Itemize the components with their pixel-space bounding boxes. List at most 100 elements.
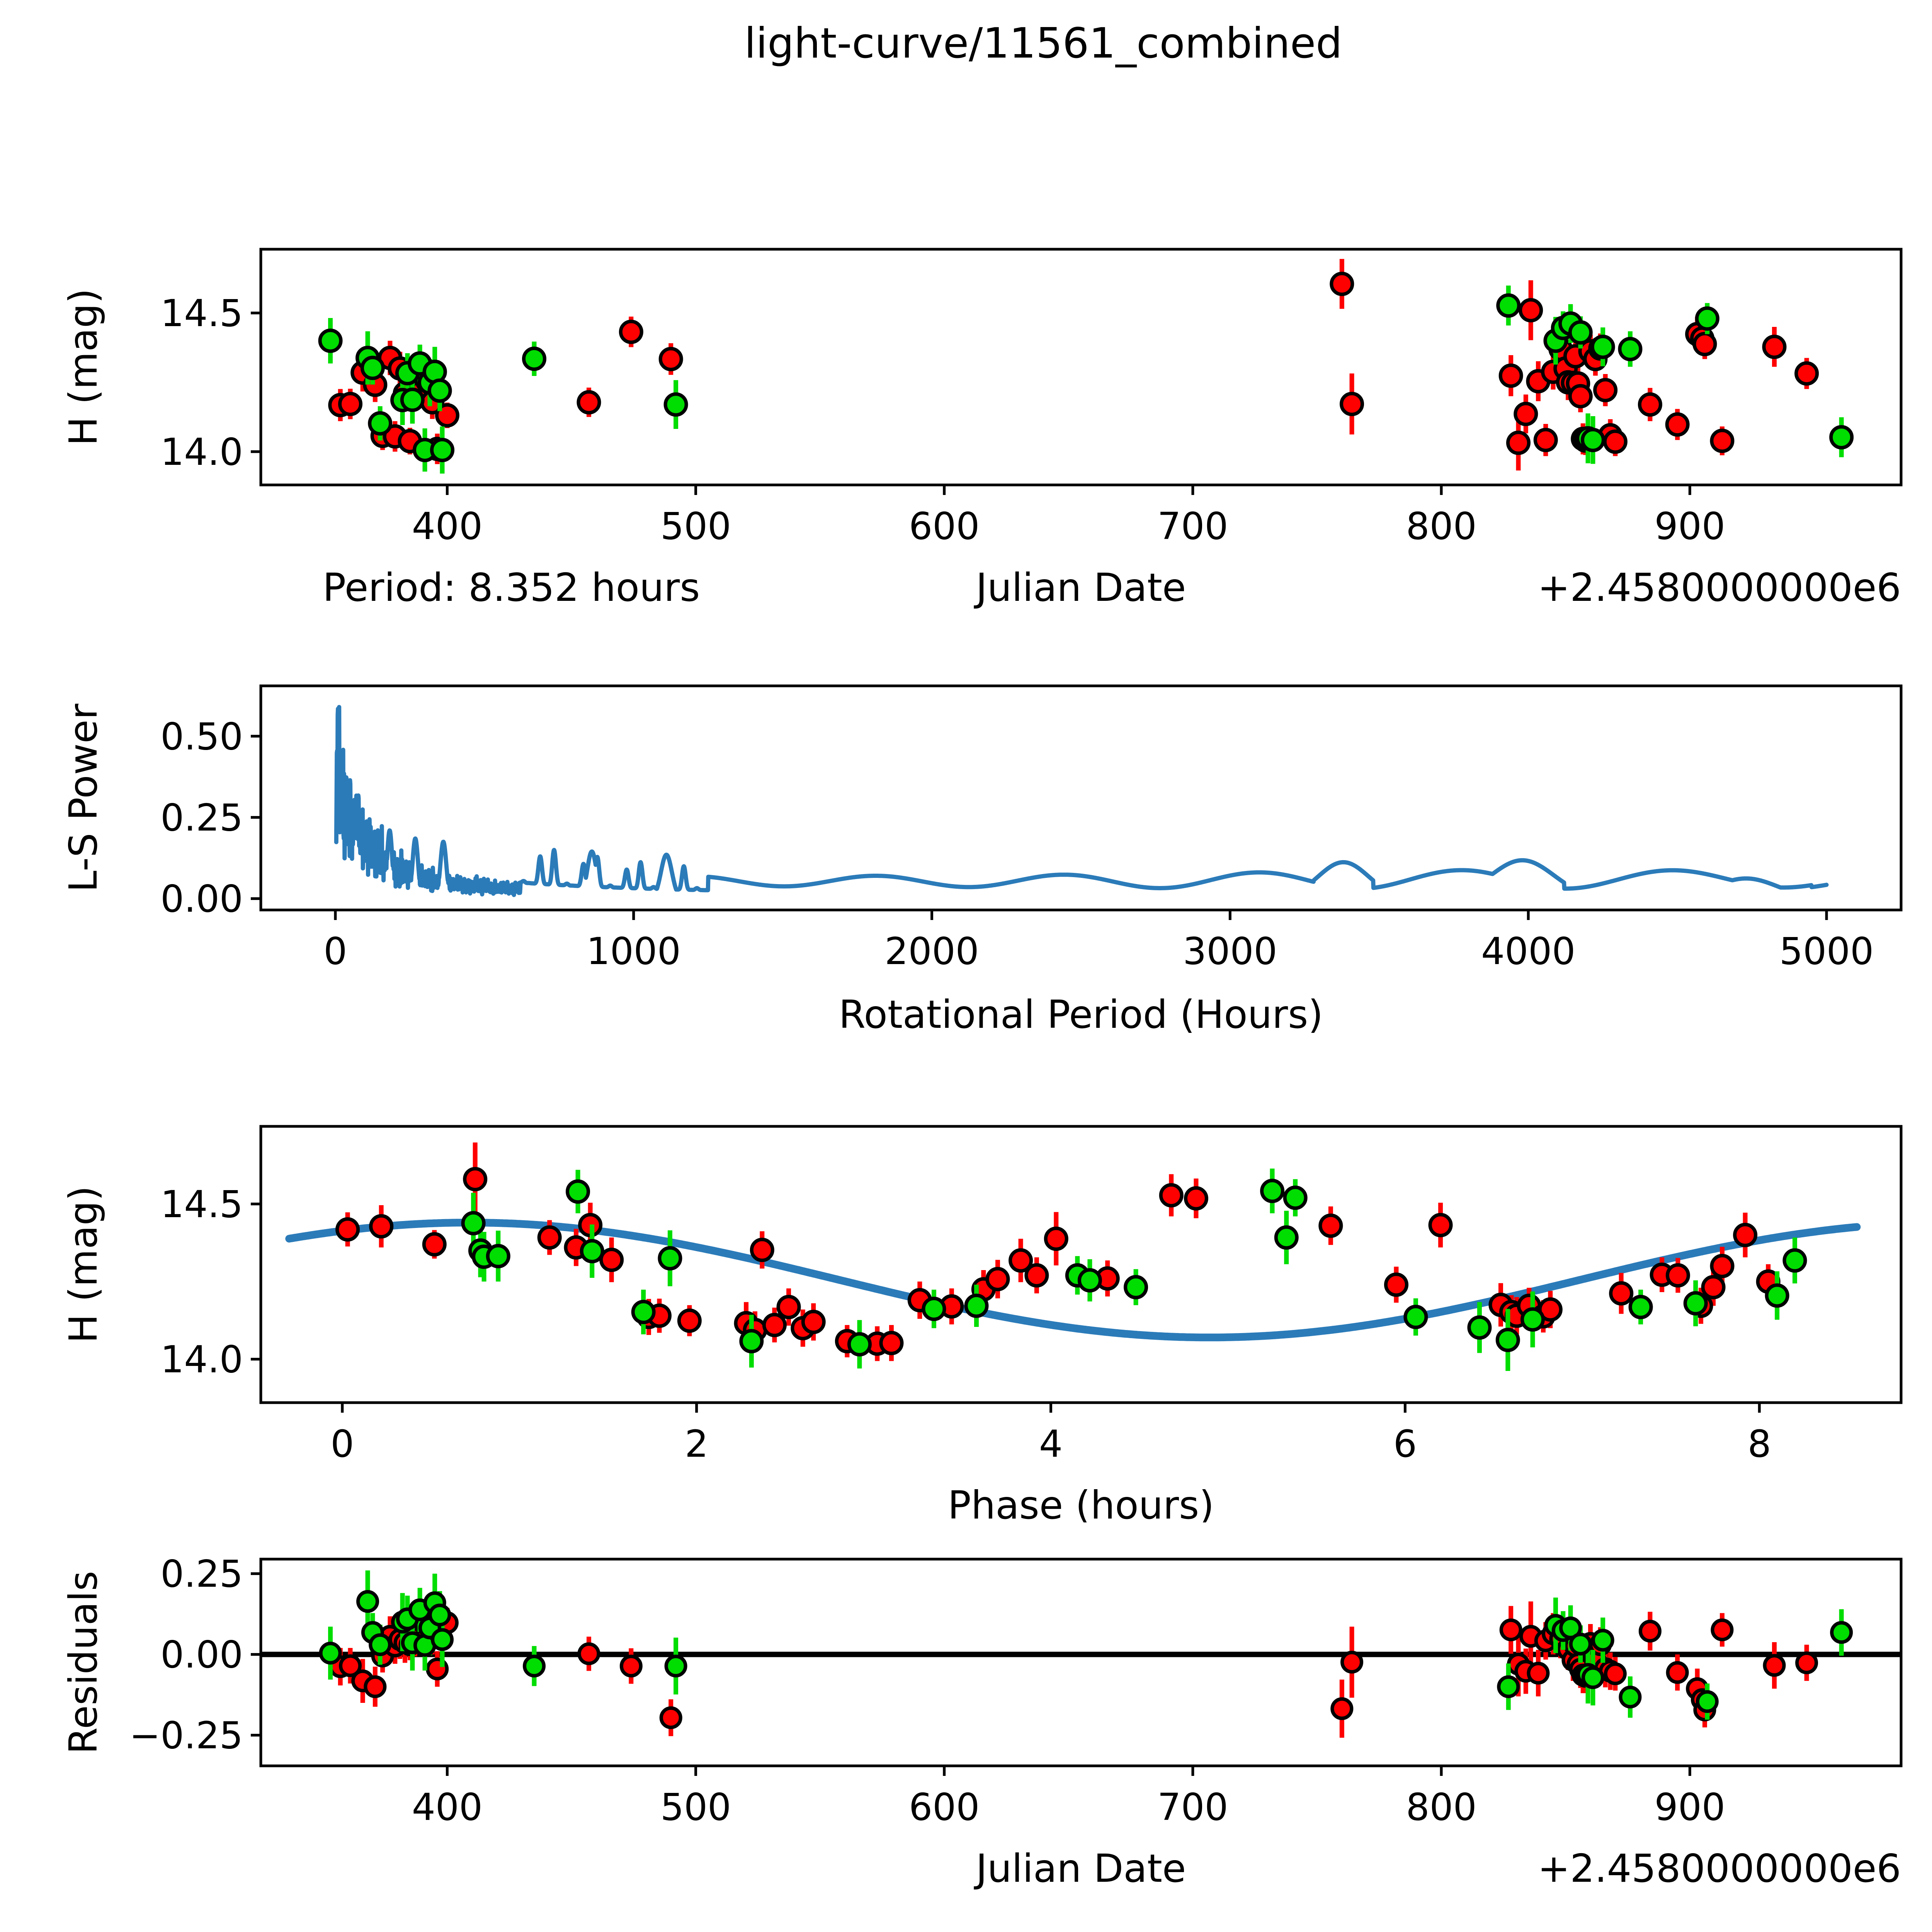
data-point [523,1655,546,1678]
plot-area: 0 1000 2000 3000 4000 5000 0.00 0.25 0.50 L-S Pow… [61,684,1903,1037]
data-point [1330,1697,1354,1720]
data-point [1701,1275,1726,1299]
data-point [1695,306,1719,331]
data-point [1593,378,1618,403]
x-tick-label: 900 [1655,1786,1725,1829]
x-tick-label: 2 [685,1422,708,1466]
data-point [580,1239,604,1264]
data-point [1497,1675,1520,1698]
data-point [1467,1315,1492,1340]
periodogram-svg: 0 1000 2000 3000 4000 5000 0.00 0.25 0.50 L-S Pow… [61,684,1903,1037]
data-point [847,1332,872,1357]
period-annotation: Period: 8.352 hours [323,565,700,610]
data-point [659,1706,682,1729]
series-green [461,1168,1807,1371]
y-tick-label: 0.50 [160,715,243,758]
panel-residuals: 400 500 600 700 800 900 −0.25 0.00 0.25 Residuals… [0,1542,1932,1932]
plot-area: 0 2 4 6 8 14.0 14.5 H (mag) Phase (hours) [61,1125,1903,1522]
data-point [369,1633,392,1656]
data-point [335,1217,360,1242]
lightcurve-svg: 400 500 600 700 800 900 14.0 14.5 H (mag) Julian … [61,248,1903,610]
data-point [658,347,683,371]
data-point [1533,428,1558,452]
x-tick-label: 400 [412,1786,483,1829]
y-tick-label: 14.5 [160,1183,243,1226]
y-axis-label: L-S Power [61,703,106,892]
data-point [368,411,393,436]
y-tick-label: −0.25 [129,1714,243,1757]
data-point [1024,1263,1049,1288]
data-point [1520,1307,1545,1332]
data-point [1496,293,1521,318]
data-point [1044,1226,1068,1251]
x-tick-label: 400 [412,505,483,548]
x-tick-label: 8 [1748,1422,1771,1466]
x-axis-label: Rotational Period (Hours) [839,992,1323,1037]
data-point [1829,425,1854,450]
x-tick-label: 500 [660,1786,731,1829]
data-point [1591,1629,1614,1652]
x-tick-label: 700 [1157,505,1228,548]
data-point [619,1655,643,1678]
data-point [400,388,425,412]
data-point [577,1642,600,1665]
x-tick-label: 800 [1406,1786,1476,1829]
data-point [1603,429,1628,454]
data-point [1568,384,1593,408]
y-tick-label: 0.25 [160,796,243,839]
data-point [1580,428,1605,452]
data-point [1665,1263,1690,1288]
y-tick-label: 14.0 [160,430,243,474]
data-point [1283,1185,1308,1210]
data-point [1696,1690,1719,1713]
data-point [1628,1295,1653,1320]
x-offset-label: +2.4580000000e6 [1537,1846,1901,1891]
y-axis-label: H (mag) [61,1186,106,1343]
data-point [922,1296,946,1321]
data-point [1683,1291,1708,1316]
x-tick-label: 6 [1393,1422,1417,1466]
data-point [1009,1248,1033,1273]
data-point [1124,1275,1148,1299]
x-tick-label: 600 [909,1786,980,1829]
y-tick-label: 0.25 [160,1553,243,1596]
x-tick-label: 4 [1039,1422,1063,1466]
x-tick-label: 3000 [1183,930,1277,973]
data-point [1733,1223,1758,1247]
data-point [537,1225,562,1250]
data-point [1340,1651,1364,1674]
data-point [1590,335,1615,359]
data-point [1384,1272,1408,1297]
data-point [1495,1328,1520,1352]
series-green [319,1570,1853,1720]
x-tick-label: 1000 [587,930,681,973]
plot-area: 400 500 600 700 800 900 −0.25 0.00 0.25 Residuals… [61,1553,1903,1891]
data-point [879,1331,904,1355]
series-green [318,286,1854,474]
phasefold-svg: 0 2 4 6 8 14.0 14.5 H (mag) Phase (hours) [61,1125,1903,1522]
x-axis-label: Julian Date [974,1846,1186,1891]
data-point [739,1329,764,1354]
data-point [1274,1225,1299,1250]
x-axis-label: Phase (hours) [948,1483,1214,1522]
data-point [422,1232,447,1257]
data-point [1498,363,1523,388]
data-point [1568,320,1593,345]
data-point [1830,1621,1853,1644]
y-axis-label: Residuals [61,1571,106,1754]
data-point [1638,1619,1662,1643]
data-point [1692,332,1717,356]
data-point [1403,1304,1428,1329]
data-point [677,1308,702,1333]
panel-phasefold: 0 2 4 6 8 14.0 14.5 H (mag) Phase (hours) [0,1109,1932,1522]
data-point [1638,392,1662,417]
data-point [985,1267,1010,1291]
x-tick-label: 5000 [1779,930,1874,973]
data-point [1795,1651,1818,1674]
x-axis-label: Julian Date [974,565,1186,610]
data-point [619,320,643,344]
x-tick-label: 4000 [1481,930,1575,973]
data-point [1619,1685,1642,1709]
data-point [364,1675,387,1698]
data-point [319,1641,342,1665]
